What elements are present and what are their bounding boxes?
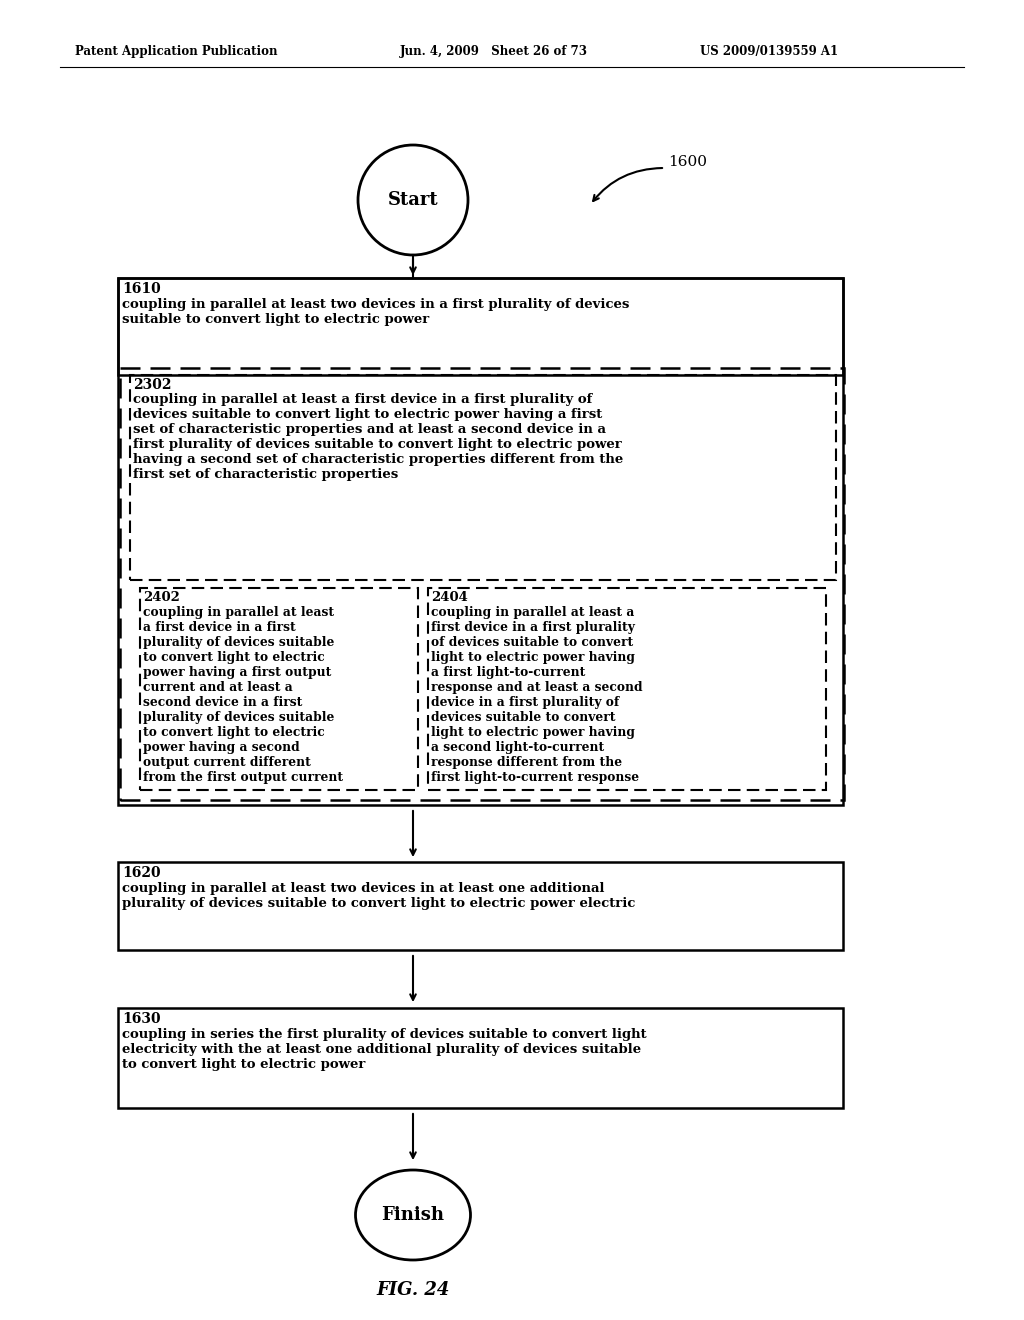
Text: Jun. 4, 2009   Sheet 26 of 73: Jun. 4, 2009 Sheet 26 of 73 [400,45,588,58]
Bar [428,587,826,789]
Bar [118,1008,843,1107]
Text: 1630: 1630 [122,1012,161,1026]
Text: coupling in parallel at least a
first device in a first plurality
of devices sui: coupling in parallel at least a first de… [431,606,643,784]
Text: 1610: 1610 [122,282,161,296]
Text: coupling in parallel at least a first device in a first plurality of
devices sui: coupling in parallel at least a first de… [133,393,624,480]
Text: 2302: 2302 [133,378,171,392]
Text: US 2009/0139559 A1: US 2009/0139559 A1 [700,45,838,58]
Text: coupling in series the first plurality of devices suitable to convert light
elec: coupling in series the first plurality o… [122,1028,646,1071]
Text: coupling in parallel at least
a first device in a first
plurality of devices sui: coupling in parallel at least a first de… [143,606,343,784]
Bar [118,862,843,950]
Text: Finish: Finish [382,1206,444,1224]
Bar [120,368,844,800]
Text: coupling in parallel at least two devices in at least one additional
plurality o: coupling in parallel at least two device… [122,882,635,909]
Bar [118,279,843,805]
Text: 1620: 1620 [122,866,161,880]
Bar [130,375,836,579]
Text: coupling in parallel at least two devices in a first plurality of devices
suitab: coupling in parallel at least two device… [122,298,630,326]
Text: Patent Application Publication: Patent Application Publication [75,45,278,58]
Text: 2404: 2404 [431,591,468,605]
Text: FIG. 24: FIG. 24 [376,1280,450,1299]
Text: Start: Start [388,191,438,209]
Text: 2402: 2402 [143,591,180,605]
Text: 1600: 1600 [668,154,707,169]
Bar [140,587,418,789]
Bar [118,279,843,375]
